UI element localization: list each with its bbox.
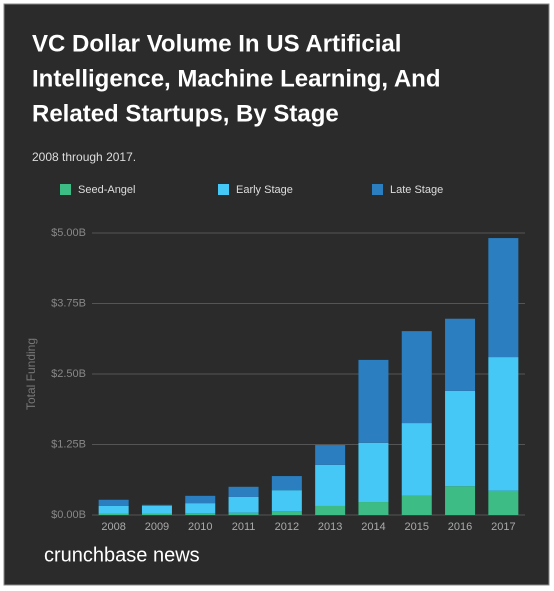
- legend-label: Early Stage: [236, 184, 293, 196]
- bar-segment: [488, 490, 519, 515]
- x-tick-label: 2010: [188, 521, 212, 533]
- bar-segment: [445, 486, 476, 515]
- x-tick-label: 2008: [101, 521, 125, 533]
- x-tick-label: 2013: [318, 521, 342, 533]
- bar-segment: [228, 486, 259, 497]
- bar-segment: [271, 490, 302, 512]
- x-tick-label: 2009: [145, 521, 169, 533]
- x-tick-label: 2017: [491, 521, 515, 533]
- y-tick-label: $2.50B: [51, 368, 86, 380]
- chart-title: VC Dollar Volume In US Artificial: [32, 30, 401, 57]
- legend-label: Late Stage: [390, 184, 443, 196]
- y-axis-label: Total Funding: [24, 338, 38, 410]
- bar-segment: [271, 476, 302, 491]
- bar-segment: [98, 499, 129, 506]
- y-tick-label: $5.00B: [51, 227, 86, 239]
- x-tick-label: 2016: [448, 521, 472, 533]
- bar-segment: [98, 505, 129, 514]
- bar-segment: [445, 390, 476, 487]
- legend-label: Seed-Angel: [78, 184, 136, 196]
- legend-swatch: [218, 184, 229, 195]
- bar-segment: [358, 359, 389, 443]
- y-tick-label: $1.25B: [51, 438, 86, 450]
- bar-segment: [401, 331, 432, 424]
- chart-title: Related Startups, By Stage: [32, 100, 339, 127]
- bar-segment: [185, 503, 216, 514]
- bar-segment: [141, 504, 172, 506]
- bar-segment: [488, 238, 519, 358]
- bar-segment: [98, 513, 129, 515]
- x-tick-label: 2011: [232, 521, 256, 533]
- bar-segment: [315, 464, 346, 506]
- bar-segment: [445, 318, 476, 391]
- y-tick-label: $0.00B: [51, 509, 86, 521]
- bar-segment: [271, 511, 302, 515]
- bar-segment: [315, 505, 346, 515]
- brand: crunchbase news: [44, 544, 200, 566]
- bar-segment: [228, 512, 259, 515]
- bar-segment: [488, 357, 519, 491]
- bar-segment: [185, 495, 216, 504]
- y-tick-label: $3.75B: [51, 297, 86, 309]
- x-tick-label: 2014: [361, 521, 385, 533]
- chart-title: Intelligence, Machine Learning, And: [32, 65, 441, 92]
- subtitle: 2008 through 2017.: [32, 150, 136, 164]
- bar-segment: [228, 496, 259, 513]
- x-tick-label: 2012: [275, 521, 299, 533]
- bar-segment: [401, 423, 432, 496]
- bar-segment: [401, 495, 432, 515]
- bar-segment: [141, 513, 172, 515]
- x-tick-label: 2015: [405, 521, 429, 533]
- bar-segment: [185, 513, 216, 515]
- legend-swatch: [60, 184, 71, 195]
- bar-segment: [358, 502, 389, 515]
- bar-segment: [358, 442, 389, 503]
- bar-segment: [141, 505, 172, 514]
- legend-swatch: [372, 184, 383, 195]
- bar-segment: [315, 445, 346, 465]
